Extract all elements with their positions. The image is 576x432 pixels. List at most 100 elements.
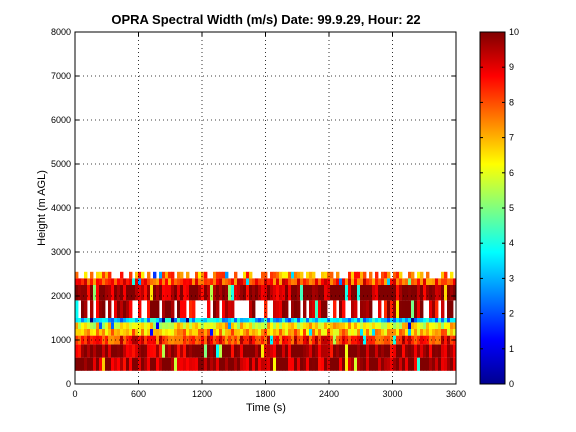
heatmap-cell: [90, 322, 94, 329]
heatmap-cell: [375, 285, 379, 301]
heatmap-cell: [135, 271, 139, 279]
heatmap-cell: [309, 344, 313, 358]
heatmap-cell: [240, 318, 244, 323]
heatmap-cell: [453, 322, 457, 329]
heatmap-cell: [183, 318, 187, 323]
heatmap-cell: [273, 329, 277, 336]
heatmap-cell: [309, 335, 313, 345]
heatmap-cell: [369, 278, 373, 285]
heatmap-cell: [219, 357, 223, 371]
heatmap-cell: [351, 329, 355, 336]
heatmap-cell: [201, 322, 205, 329]
heatmap-cell: [399, 278, 403, 285]
heatmap-cell: [102, 318, 106, 323]
heatmap-cell: [351, 300, 355, 318]
heatmap-cell: [327, 322, 331, 329]
heatmap-cell: [114, 322, 118, 329]
heatmap-cell: [219, 278, 223, 285]
heatmap-cell: [420, 285, 424, 301]
heatmap-cell: [330, 322, 334, 329]
heatmap-cell: [243, 278, 247, 285]
heatmap-cell: [78, 322, 82, 329]
heatmap-cell: [204, 285, 208, 301]
heatmap-cell: [390, 285, 394, 301]
heatmap-cell: [300, 278, 304, 285]
heatmap-cell: [417, 271, 421, 279]
heatmap-cell: [105, 318, 109, 323]
heatmap-cell: [165, 322, 169, 329]
heatmap-cell: [267, 318, 271, 323]
heatmap-cell: [249, 271, 253, 279]
heatmap-cell: [111, 344, 115, 358]
heatmap-cell: [360, 285, 364, 301]
heatmap-cell: [135, 357, 139, 371]
heatmap-cell: [339, 357, 343, 371]
heatmap-cell: [345, 357, 349, 371]
heatmap-cell: [219, 335, 223, 345]
heatmap-cell: [153, 335, 157, 345]
heatmap-cell: [165, 300, 169, 318]
heatmap-cell: [381, 318, 385, 323]
heatmap-cell: [228, 318, 232, 323]
heatmap-cell: [165, 318, 169, 323]
heatmap-cell: [444, 318, 448, 323]
heatmap-cell: [225, 357, 229, 371]
x-tick-label: 1200: [192, 389, 212, 399]
heatmap-cell: [96, 285, 100, 301]
heatmap-cell: [81, 318, 85, 323]
heatmap-cell: [129, 318, 133, 323]
heatmap-cell: [156, 344, 160, 358]
heatmap-cell: [417, 357, 421, 371]
heatmap-cell: [441, 329, 445, 336]
heatmap-cell: [327, 344, 331, 358]
heatmap-cell: [162, 357, 166, 371]
heatmap-cell: [300, 285, 304, 301]
heatmap-cell: [144, 344, 148, 358]
heatmap-cell: [417, 322, 421, 329]
heatmap-cell: [321, 271, 325, 279]
heatmap-cell: [123, 329, 127, 336]
heatmap-cell: [123, 322, 127, 329]
heatmap-cell: [363, 322, 367, 329]
heatmap-cell: [309, 278, 313, 285]
heatmap-cell: [261, 344, 265, 358]
colorbar-tick-label: 10: [509, 27, 519, 37]
heatmap-cell: [243, 344, 247, 358]
heatmap-cell: [249, 278, 253, 285]
heatmap-cell: [438, 285, 442, 301]
heatmap-cell: [246, 278, 250, 285]
heatmap-cell: [231, 357, 235, 371]
heatmap-cell: [126, 357, 130, 371]
heatmap-cell: [330, 285, 334, 301]
heatmap-cell: [189, 318, 193, 323]
heatmap-cell: [78, 285, 82, 301]
heatmap-cell: [180, 357, 184, 371]
heatmap-cell: [234, 357, 238, 371]
heatmap-cell: [159, 285, 163, 301]
heatmap-cell: [411, 344, 415, 358]
heatmap-cell: [324, 329, 328, 336]
heatmap-cell: [207, 285, 211, 301]
heatmap-cell: [438, 322, 442, 329]
heatmap-cell: [252, 285, 256, 301]
heatmap-cell: [129, 357, 133, 371]
heatmap-cell: [288, 329, 292, 336]
heatmap-cell: [453, 357, 457, 371]
heatmap-cell: [408, 335, 412, 345]
heatmap-cell: [342, 318, 346, 323]
heatmap-cell: [393, 278, 397, 285]
heatmap-cell: [123, 300, 127, 318]
y-tick-label: 4000: [51, 203, 71, 213]
heatmap-cell: [315, 322, 319, 329]
heatmap-cell: [354, 285, 358, 301]
heatmap-cell: [204, 344, 208, 358]
heatmap-cell: [288, 318, 292, 323]
heatmap-cell: [426, 329, 430, 336]
heatmap-cell: [423, 285, 427, 301]
heatmap-cell: [393, 300, 397, 318]
heatmap-cell: [105, 322, 109, 329]
heatmap-cell: [315, 357, 319, 371]
heatmap-cell: [297, 322, 301, 329]
heatmap-cell: [222, 322, 226, 329]
heatmap-cell: [228, 335, 232, 345]
